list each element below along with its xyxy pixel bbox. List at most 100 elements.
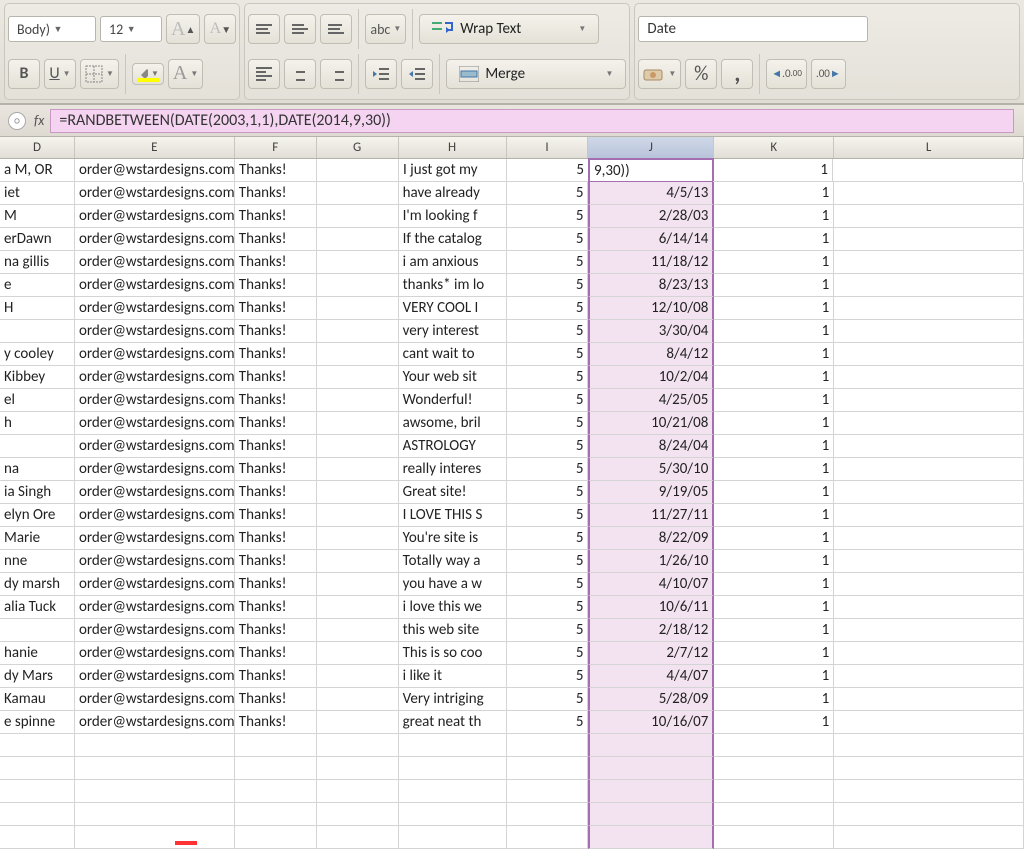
cell[interactable]: 1 [714,274,834,297]
cell[interactable] [507,734,589,757]
cell[interactable]: 2/18/12 [588,619,714,642]
cell[interactable] [834,711,1024,734]
cell[interactable]: 9/19/05 [588,481,714,504]
font-size-combo[interactable]: 12 ▼ [100,16,162,42]
spreadsheet-grid[interactable]: a M, ORorder@wstardesigns.comThanks!I ju… [0,159,1024,849]
cell[interactable]: I'm looking f [399,205,507,228]
cell[interactable]: 2/7/12 [588,642,714,665]
cell[interactable]: e [0,274,75,297]
cell[interactable]: 1 [714,550,834,573]
cell[interactable] [317,458,399,481]
cell[interactable] [0,757,75,780]
col-header-h[interactable]: H [399,137,507,158]
cell[interactable]: 5 [507,274,589,297]
cell[interactable]: Totally way a [399,550,507,573]
cell[interactable]: order@wstardesigns.com [75,504,235,527]
cell[interactable]: 6/14/14 [588,228,714,251]
cell[interactable]: 11/18/12 [588,251,714,274]
cell[interactable] [317,481,399,504]
cell[interactable]: 5 [507,228,589,251]
cell[interactable] [588,757,714,780]
col-header-j[interactable]: J [588,137,714,158]
cell[interactable]: order@wstardesigns.com [75,389,235,412]
cell[interactable] [317,550,399,573]
cell[interactable]: great neat th [399,711,507,734]
bold-button[interactable]: B [8,59,40,89]
cell[interactable]: Thanks! [235,274,317,297]
cell[interactable]: 4/25/05 [588,389,714,412]
cell[interactable] [834,343,1024,366]
font-color-button[interactable]: A ▼ [168,59,203,89]
cell[interactable] [588,826,714,849]
cell[interactable] [317,504,399,527]
cell[interactable]: Kamau [0,688,75,711]
cell[interactable]: Thanks! [235,182,317,205]
cell[interactable]: order@wstardesigns.com [75,159,235,182]
col-header-i[interactable]: I [507,137,589,158]
cell[interactable] [507,780,589,803]
cell[interactable]: dy Mars [0,665,75,688]
cell[interactable]: awsome, bril [399,412,507,435]
cell[interactable] [834,366,1024,389]
cell[interactable]: Thanks! [235,297,317,320]
fx-icon[interactable]: fx [34,112,44,129]
cell[interactable] [714,757,834,780]
cell[interactable] [714,826,834,849]
cell[interactable]: order@wstardesigns.com [75,274,235,297]
cell[interactable]: order@wstardesigns.com [75,228,235,251]
cell[interactable]: order@wstardesigns.com [75,366,235,389]
cell[interactable]: 1 [714,711,834,734]
cell[interactable]: Great site! [399,481,507,504]
cell[interactable]: 5 [507,159,589,182]
cell[interactable]: I just got my [399,159,507,182]
col-header-e[interactable]: E [75,137,235,158]
cell[interactable]: 1 [714,619,834,642]
cell[interactable]: 3/30/04 [588,320,714,343]
cell[interactable] [75,757,235,780]
cell[interactable]: order@wstardesigns.com [75,573,235,596]
cell[interactable]: 5 [507,297,589,320]
align-right-button[interactable] [320,59,352,89]
cell[interactable]: ia Singh [0,481,75,504]
align-left-button[interactable] [248,59,280,89]
cell[interactable]: Thanks! [235,550,317,573]
cell[interactable]: ASTROLOGY [399,435,507,458]
cell[interactable] [317,182,399,205]
cell[interactable]: 1 [714,389,834,412]
cell[interactable] [834,412,1024,435]
cell[interactable]: Thanks! [235,205,317,228]
col-header-g[interactable]: G [317,137,399,158]
cell[interactable] [834,458,1024,481]
cell[interactable]: 1 [714,481,834,504]
cell[interactable] [317,251,399,274]
cell[interactable]: elyn Ore [0,504,75,527]
cell[interactable]: 5 [507,619,589,642]
col-header-f[interactable]: F [235,137,317,158]
cell[interactable] [834,504,1024,527]
cell[interactable]: Thanks! [235,619,317,642]
cell[interactable] [834,826,1024,849]
cell[interactable] [399,734,507,757]
cell[interactable] [834,481,1024,504]
align-middle-button[interactable] [284,14,316,44]
cell[interactable] [317,573,399,596]
cell[interactable] [834,527,1024,550]
cell[interactable] [317,757,399,780]
cell[interactable] [588,803,714,826]
cell[interactable]: Marie [0,527,75,550]
cell[interactable]: na gillis [0,251,75,274]
cell[interactable] [235,803,317,826]
cell[interactable] [0,780,75,803]
cell[interactable]: 1 [714,412,834,435]
cell[interactable]: 10/2/04 [588,366,714,389]
borders-button[interactable]: ▼ [80,59,119,89]
cell[interactable]: 1 [714,688,834,711]
cell[interactable]: Thanks! [235,596,317,619]
cell[interactable]: order@wstardesigns.com [75,458,235,481]
cell[interactable]: Kibbey [0,366,75,389]
cell[interactable]: If the catalog [399,228,507,251]
cell[interactable] [317,274,399,297]
cell[interactable]: alia Tuck [0,596,75,619]
cell[interactable]: e spinne [0,711,75,734]
cell[interactable] [0,826,75,849]
